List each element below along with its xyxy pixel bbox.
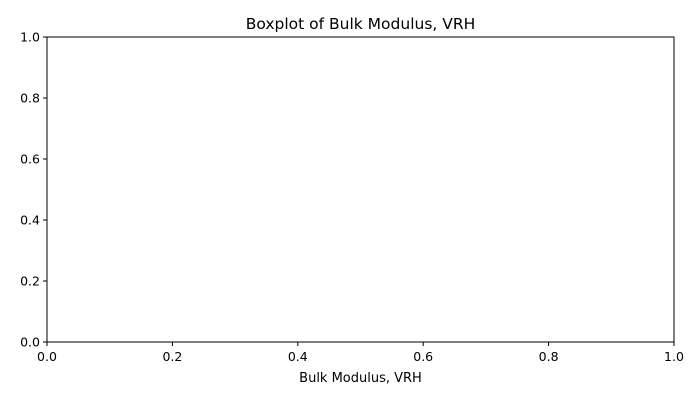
x-tick-label: 0.6: [413, 349, 433, 364]
x-tick-label: 1.0: [664, 349, 684, 364]
x-tick-label: 0.8: [539, 349, 559, 364]
y-tick-label: 0.6: [20, 152, 40, 167]
y-tick-label: 0.0: [20, 335, 40, 350]
x-axis-ticks: 0.0 0.2 0.4 0.6 0.8 1.0: [37, 342, 684, 364]
plot-area: [46, 36, 675, 343]
y-tick-label: 0.2: [20, 274, 40, 289]
x-tick-label: 0.4: [288, 349, 308, 364]
y-axis-ticks: 0.0 0.2 0.4 0.6 0.8 1.0: [20, 30, 47, 350]
x-tick-label: 0.0: [37, 349, 57, 364]
y-tick-label: 0.4: [20, 213, 40, 228]
y-tick-label: 0.8: [20, 91, 40, 106]
x-tick-label: 0.2: [162, 349, 182, 364]
y-tick-label: 1.0: [20, 30, 40, 45]
chart-title: Boxplot of Bulk Modulus, VRH: [246, 15, 476, 33]
x-axis-label: Bulk Modulus, VRH: [299, 371, 422, 386]
